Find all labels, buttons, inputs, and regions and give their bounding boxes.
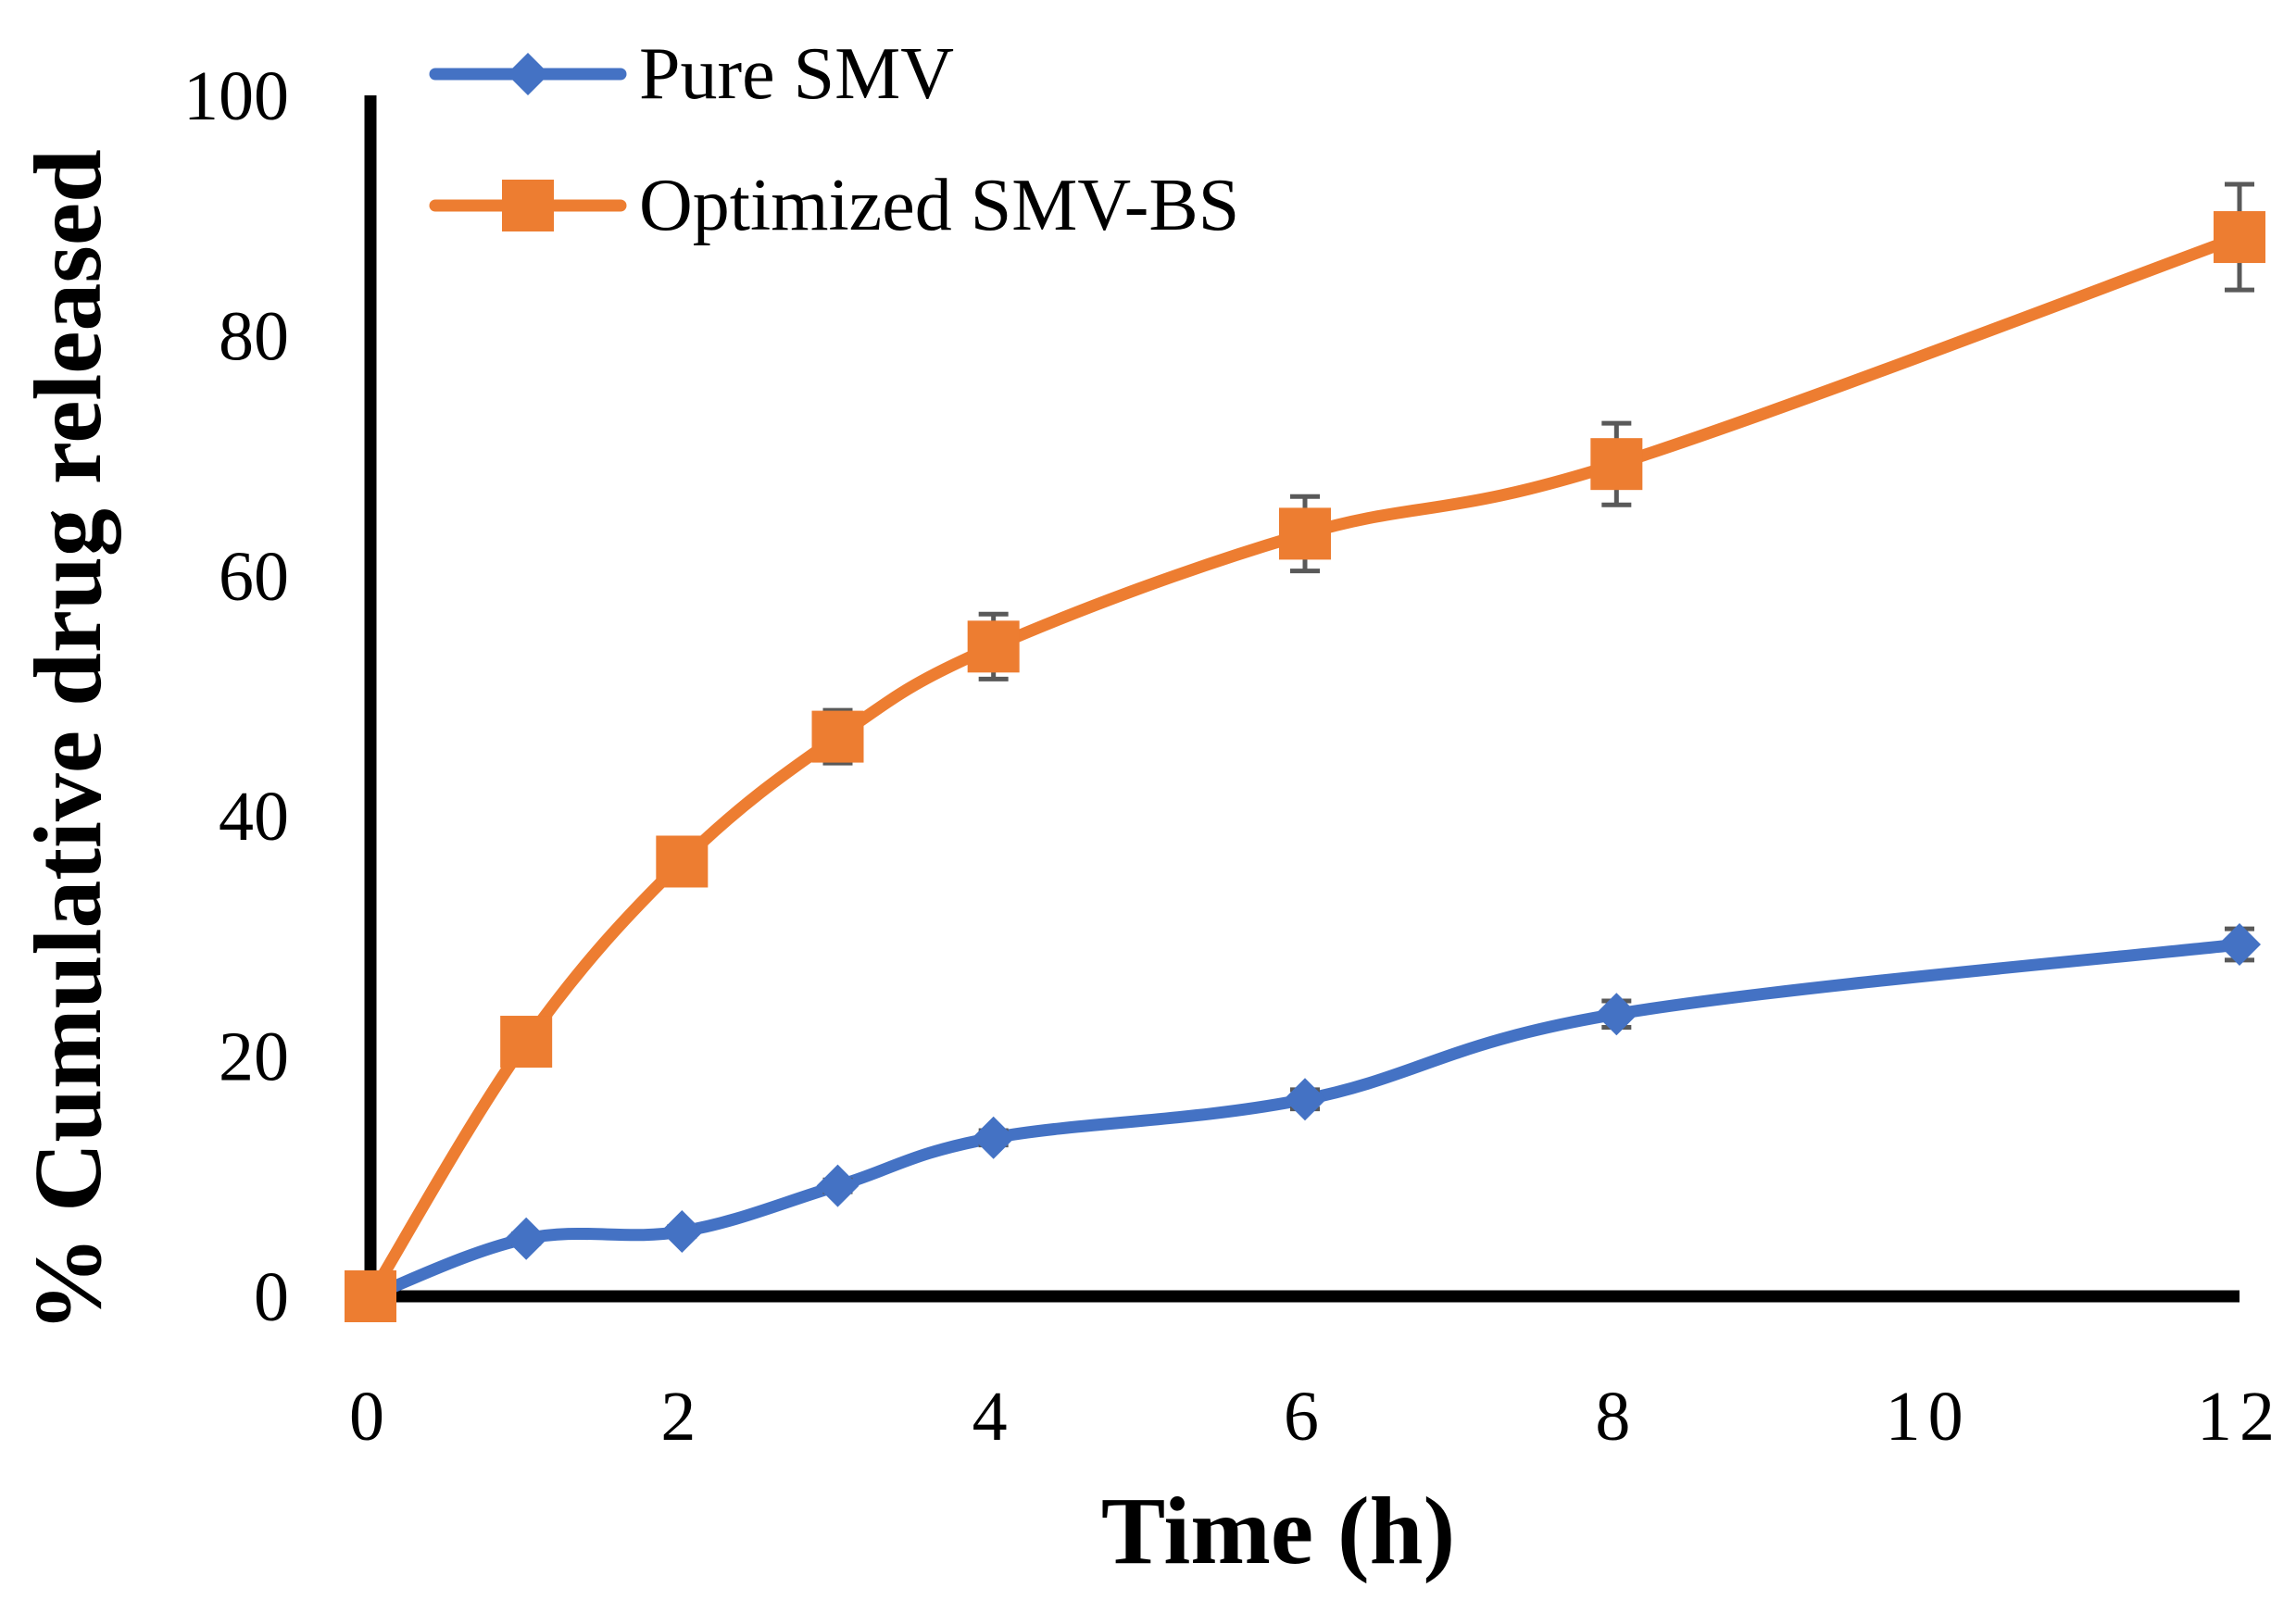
x-tick-label: 4 (972, 1378, 1015, 1456)
data-point (1279, 507, 1331, 560)
data-point (2218, 922, 2261, 966)
y-tick-labels: 0 20 40 60 80 100 (183, 57, 289, 1336)
axes (364, 95, 2240, 1303)
series-pure-smv (349, 922, 2261, 1318)
data-point (656, 835, 709, 888)
x-axis-title: Time (h) (1101, 1478, 1455, 1584)
data-point (811, 710, 864, 763)
legend-label: Pure SMV (639, 33, 954, 115)
x-tick-label: 10 (1886, 1378, 1971, 1456)
data-point (1595, 993, 1638, 1036)
y-tick-label: 20 (219, 1019, 289, 1096)
x-tick-label: 6 (1284, 1378, 1326, 1456)
y-tick-label: 0 (254, 1258, 289, 1336)
x-tick-label: 2 (660, 1378, 703, 1456)
legend-marker (507, 53, 549, 95)
data-point (345, 1270, 396, 1322)
data-point (1590, 438, 1643, 491)
y-axis-title: % Cumulative drug released (15, 149, 121, 1332)
data-point (1284, 1078, 1326, 1121)
y-tick-label: 40 (219, 778, 289, 856)
y-tick-label: 80 (219, 297, 289, 375)
legend-label: Optimized SMV-BS (639, 165, 1239, 246)
series-optimized-smv-bs (345, 181, 2265, 1322)
x-tick-label: 0 (349, 1378, 392, 1456)
data-point (660, 1209, 704, 1253)
data-point (816, 1164, 859, 1207)
legend-item: Optimized SMV-BS (429, 165, 1239, 246)
data-point (967, 620, 1020, 673)
data-point (2214, 211, 2265, 264)
y-tick-label: 100 (183, 57, 289, 135)
legend: Pure SMV Optimized SMV-BS (429, 33, 1239, 246)
series-line (364, 231, 2246, 1303)
x-tick-labels: 0 2 4 6 8 10 12 (349, 1378, 2282, 1456)
data-point (972, 1116, 1015, 1159)
data-point (505, 1217, 548, 1260)
data-point (500, 1016, 553, 1069)
x-tick-label: 12 (2197, 1378, 2282, 1456)
legend-item: Pure SMV (429, 33, 954, 115)
legend-marker (502, 180, 554, 231)
y-tick-label: 60 (219, 538, 289, 616)
series-line (364, 938, 2246, 1303)
x-tick-label: 8 (1595, 1378, 1637, 1456)
series (345, 181, 2265, 1322)
